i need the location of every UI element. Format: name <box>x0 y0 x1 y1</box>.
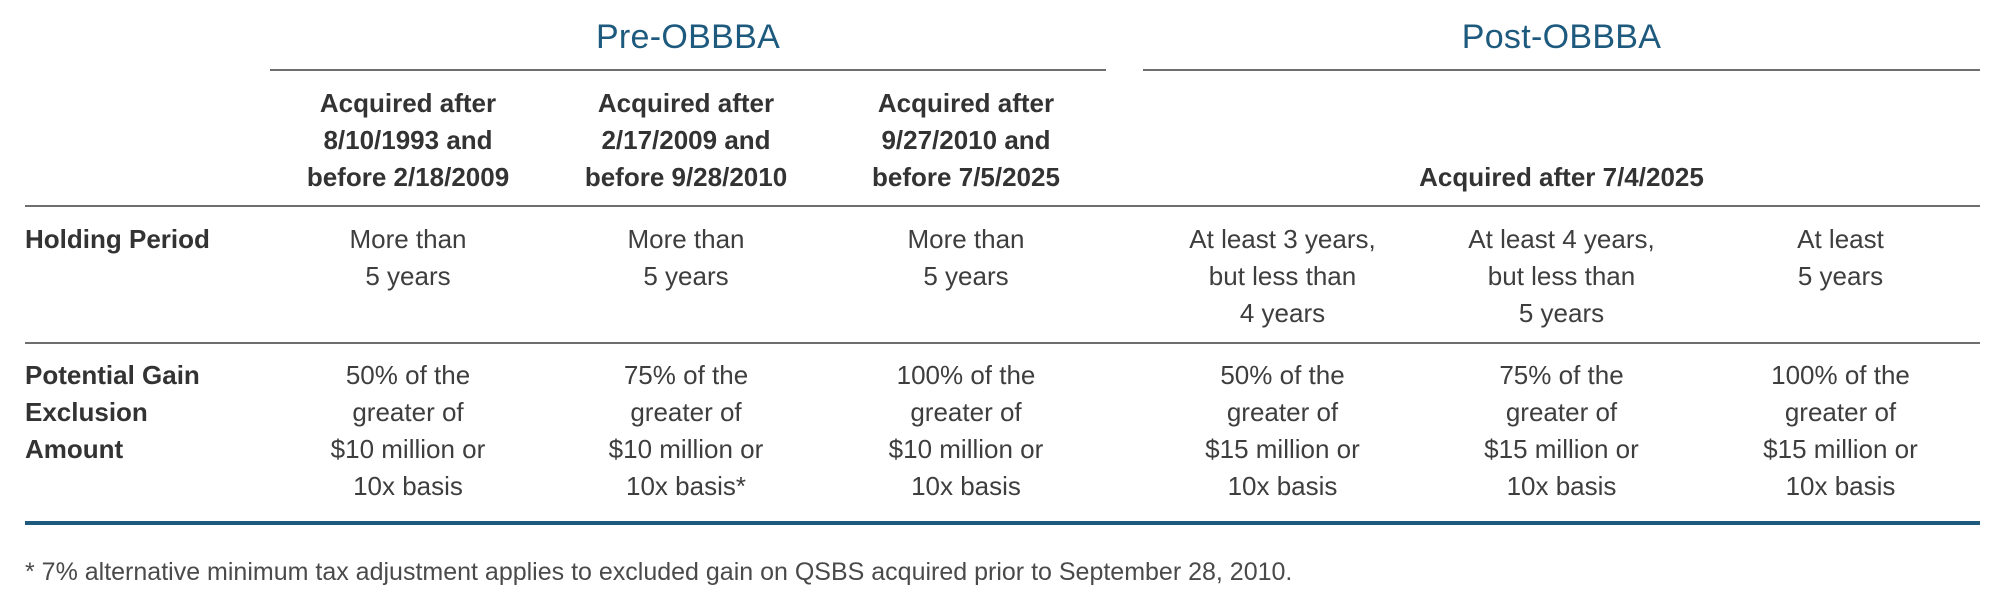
cell-line: greater of <box>1226 397 1339 427</box>
cell-holding-1: More than 5 years <box>270 221 546 295</box>
cell-line: At least 3 years, <box>1189 224 1376 254</box>
cell-line: but less than <box>1208 261 1357 291</box>
cell-line: 5 years <box>1797 261 1884 291</box>
cell-line: $10 million or <box>888 434 1044 464</box>
group-rule-pre <box>270 69 1106 71</box>
column-header-line: 8/10/1993 and <box>323 125 493 155</box>
table-bottom-rule <box>25 521 1980 525</box>
cell-line: greater of <box>1784 397 1897 427</box>
cell-line: 5 years <box>923 261 1009 291</box>
footnote: * 7% alternative minimum tax adjustment … <box>25 558 1293 586</box>
cell-line: 10x basis <box>353 471 463 501</box>
cell-line: 75% of the <box>1499 360 1624 390</box>
cell-line: 50% of the <box>1220 360 1345 390</box>
cell-line: At least <box>1797 224 1884 254</box>
cell-line: greater of <box>352 397 464 427</box>
cell-line: greater of <box>1505 397 1618 427</box>
cell-line: 10x basis <box>1227 471 1338 501</box>
group-title-pre: Pre-OBBBA <box>595 18 781 56</box>
cell-gain-2: 75% of the greater of $10 million or 10x… <box>546 357 826 505</box>
column-header-line: Acquired after <box>597 88 775 118</box>
cell-line: At least 4 years, <box>1468 224 1655 254</box>
cell-line: 75% of the <box>623 360 749 390</box>
header-bottom-rule <box>25 205 1980 207</box>
cell-line: $15 million or <box>1484 434 1639 464</box>
row-label-line: Holding Period <box>25 224 210 254</box>
group-title-post: Post-OBBBA <box>1461 18 1662 56</box>
column-header-line: 9/27/2010 and <box>881 125 1051 155</box>
column-header-line: before 7/5/2025 <box>872 162 1060 192</box>
cell-holding-6: At least 5 years <box>1701 221 1980 295</box>
cell-line: 10x basis* <box>626 471 746 501</box>
column-header-line: Acquired after <box>319 88 497 118</box>
row-label-line: Potential Gain <box>25 360 200 390</box>
cell-gain-1: 50% of the greater of $10 million or 10x… <box>270 357 546 505</box>
column-header-line: before 9/28/2010 <box>584 162 788 192</box>
row-label-holding-period: Holding Period <box>25 221 255 258</box>
cell-line: $15 million or <box>1205 434 1360 464</box>
column-header-line: 2/17/2009 and <box>601 125 771 155</box>
cell-line: 10x basis <box>1506 471 1617 501</box>
cell-line: 100% of the <box>1771 360 1910 390</box>
row-label-line: Amount <box>25 434 124 464</box>
cell-line: $10 million or <box>330 434 486 464</box>
cell-line: More than <box>349 224 467 254</box>
cell-line: $10 million or <box>608 434 764 464</box>
cell-line: but less than <box>1487 261 1636 291</box>
cell-gain-3: 100% of the greater of $10 million or 10… <box>826 357 1106 505</box>
cell-holding-2: More than 5 years <box>546 221 826 295</box>
cell-line: 100% of the <box>896 360 1036 390</box>
cell-line: 50% of the <box>345 360 471 390</box>
cell-line: $15 million or <box>1763 434 1918 464</box>
cell-line: greater of <box>910 397 1022 427</box>
row-divider <box>25 342 1980 344</box>
row-label-line: Exclusion <box>25 397 148 427</box>
cell-line: 5 years <box>365 261 451 291</box>
cell-line: More than <box>627 224 745 254</box>
cell-line: 4 years <box>1239 298 1326 328</box>
cell-line: 10x basis <box>1785 471 1896 501</box>
cell-line: 5 years <box>643 261 729 291</box>
group-rule-post <box>1143 69 1980 71</box>
cell-holding-4: At least 3 years, but less than 4 years <box>1143 221 1422 332</box>
cell-gain-6: 100% of the greater of $15 million or 10… <box>1701 357 1980 505</box>
cell-line: greater of <box>630 397 742 427</box>
cell-line: 5 years <box>1518 298 1605 328</box>
cell-gain-5: 75% of the greater of $15 million or 10x… <box>1422 357 1701 505</box>
column-header-post: Acquired after 7/4/2025 <box>1419 162 1704 192</box>
cell-line: More than <box>907 224 1025 254</box>
column-header-1: Acquired after 8/10/1993 and before 2/18… <box>270 85 546 196</box>
column-header-3: Acquired after 9/27/2010 and before 7/5/… <box>826 85 1106 196</box>
column-header-line: Acquired after <box>877 88 1055 118</box>
row-label-gain-exclusion: Potential Gain Exclusion Amount <box>25 357 255 468</box>
column-header-line: before 2/18/2009 <box>306 162 510 192</box>
cell-line: 10x basis <box>911 471 1021 501</box>
cell-gain-4: 50% of the greater of $15 million or 10x… <box>1143 357 1422 505</box>
cell-holding-5: At least 4 years, but less than 5 years <box>1422 221 1701 332</box>
cell-holding-3: More than 5 years <box>826 221 1106 295</box>
column-header-2: Acquired after 2/17/2009 and before 9/28… <box>546 85 826 196</box>
